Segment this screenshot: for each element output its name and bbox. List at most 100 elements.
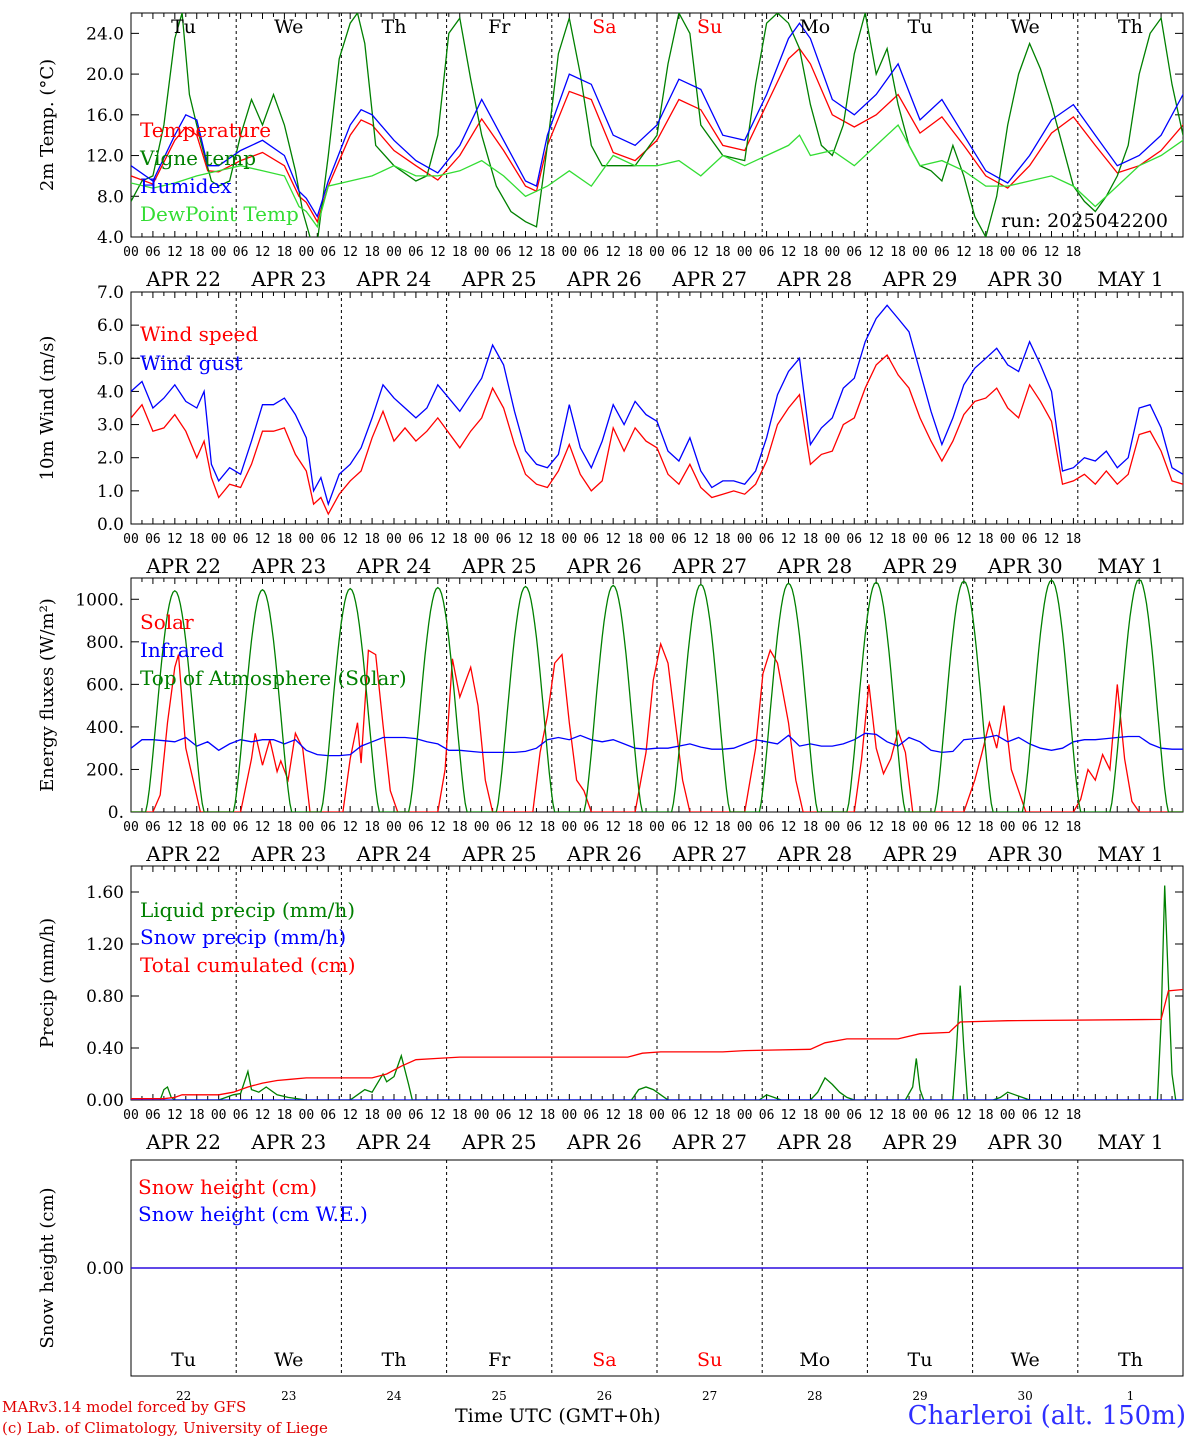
y-tick-label: 0.00 [86,1091,124,1111]
hour-tick-label: 18 [627,532,643,547]
hour-tick-label: 06 [934,1108,950,1123]
date-label: MAY 1 [1097,267,1163,291]
legend-entry: DewPoint Temp [140,202,299,226]
hour-tick-label: 00 [299,245,315,260]
series-line-vigne-temp [131,13,1183,237]
hour-tick-label: 18 [803,820,819,835]
date-label: APR 22 [145,554,221,578]
hour-tick-label: 06 [846,820,862,835]
hour-tick-label: 00 [1000,820,1016,835]
hour-tick-label: 12 [693,532,709,547]
y-tick-label: 2.0 [97,449,124,469]
day-number-label: 28 [807,1389,822,1403]
hour-tick-label: 18 [452,245,468,260]
hour-tick-label: 06 [320,532,336,547]
day-number-label: 26 [597,1389,612,1403]
y-tick-label: 6.0 [97,316,124,336]
hour-tick-label: 06 [408,532,424,547]
hour-tick-label: 00 [825,820,841,835]
hour-tick-label: 12 [167,820,183,835]
hour-tick-label: 18 [189,245,205,260]
hour-tick-label: 18 [978,820,994,835]
hour-tick-label: 18 [452,532,468,547]
hour-tick-label: 00 [386,245,402,260]
series-line-humidex [131,22,1183,219]
series-line-infrared [131,732,1183,757]
hour-tick-label: 12 [167,1108,183,1123]
y-axis-title: Snow height (cm) [37,1187,58,1348]
hour-tick-label: 06 [496,820,512,835]
legend-entry: Temperature [140,118,271,142]
hour-tick-label: 18 [803,1108,819,1123]
legend-entry: Top of Atmosphere (Solar) [140,666,407,690]
legend-entry: Solar [140,610,194,634]
date-label: APR 22 [145,267,221,291]
y-tick-label: 16.0 [86,106,124,126]
date-label: APR 30 [987,842,1063,866]
hour-tick-label: 18 [189,532,205,547]
hour-tick-label: 18 [978,245,994,260]
date-label: APR 30 [987,267,1063,291]
hour-tick-label: 18 [890,1108,906,1123]
legend-entry: Snow precip (mm/h) [140,925,346,949]
day-number-label: 30 [1018,1389,1033,1403]
day-name-label: Mo [799,16,830,38]
date-label: APR 24 [356,842,432,866]
day-number-label: 27 [702,1389,717,1403]
day-name-label: Fr [488,16,511,38]
hour-tick-label: 00 [562,820,578,835]
hour-tick-label: 12 [255,1108,271,1123]
day-name-label: Tu [908,16,933,38]
hour-tick-label: 06 [320,1108,336,1123]
y-tick-label: 1.60 [86,883,124,903]
hour-tick-label: 00 [1000,532,1016,547]
hour-tick-label: 06 [145,820,161,835]
day-number-label: 29 [912,1389,927,1403]
hour-tick-label: 00 [386,532,402,547]
hour-tick-label: 06 [671,532,687,547]
hour-tick-label: 12 [167,245,183,260]
y-tick-label: 0. [108,803,124,823]
date-label: APR 23 [250,842,326,866]
y-tick-label: 600. [86,675,124,695]
y-tick-label: 0.80 [86,987,124,1007]
hour-tick-label: 06 [408,1108,424,1123]
y-tick-label: 1000. [75,590,124,610]
hour-tick-label: 12 [693,245,709,260]
day-name-label: Tu [171,16,196,38]
day-name-label: Sa [592,16,616,38]
hour-tick-label: 18 [540,245,556,260]
hour-tick-label: 06 [233,245,249,260]
y-tick-label: 4.0 [97,382,124,402]
hour-tick-label: 12 [956,1108,972,1123]
hour-tick-label: 00 [562,1108,578,1123]
hour-tick-label: 12 [605,1108,621,1123]
legend-entry: Snow height (cm) [138,1175,317,1199]
y-tick-label: 400. [86,718,124,738]
hour-tick-label: 12 [255,245,271,260]
date-label: APR 25 [461,554,537,578]
day-number-label: 23 [281,1389,296,1403]
hour-tick-label: 06 [145,532,161,547]
hour-tick-label: 00 [474,532,490,547]
hour-tick-label: 00 [825,1108,841,1123]
hour-tick-label: 18 [452,820,468,835]
hour-tick-label: 18 [890,532,906,547]
hour-tick-label: 06 [846,532,862,547]
hour-tick-label: 12 [342,532,358,547]
y-tick-label: 0.0 [97,515,124,535]
date-label: APR 26 [566,267,642,291]
hour-tick-label: 18 [540,1108,556,1123]
hour-tick-label: 06 [233,532,249,547]
date-label: APR 26 [566,1130,642,1154]
hour-tick-label: 12 [868,532,884,547]
hour-tick-label: 18 [364,1108,380,1123]
hour-tick-label: 12 [693,1108,709,1123]
hour-tick-label: 06 [320,820,336,835]
hour-tick-label: 00 [737,820,753,835]
day-name-label: Mo [799,1349,830,1371]
hour-tick-label: 06 [671,820,687,835]
hour-tick-label: 00 [912,245,928,260]
hour-tick-label: 18 [715,1108,731,1123]
